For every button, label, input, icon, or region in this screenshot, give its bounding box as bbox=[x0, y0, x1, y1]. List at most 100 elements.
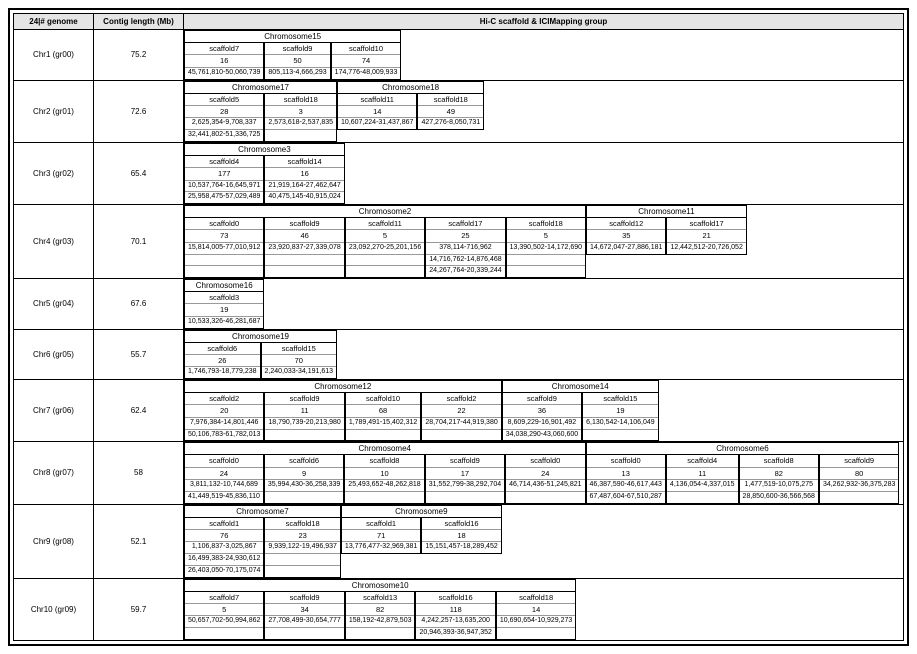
scaffold-value: 10 bbox=[345, 468, 423, 480]
scaffold-name: scaffold9 bbox=[820, 455, 898, 467]
scaffold-range: 25,958,475-57,029,489 bbox=[185, 192, 263, 203]
table-row: Chr1 (gr00)75.2Chromosome15scaffold71645… bbox=[14, 30, 904, 81]
group-cell: Chromosome4scaffold0243,811,132-10,744,6… bbox=[184, 442, 904, 504]
scaffold-range: 23,092,270-25,201,156 bbox=[346, 243, 424, 255]
table-row: Chr6 (gr05)55.7Chromosome19scaffold6261,… bbox=[14, 329, 904, 380]
scaffold-cell: scaffold1761,106,837-3,025,86716,499,383… bbox=[184, 517, 264, 578]
scaffold-value: 49 bbox=[418, 106, 483, 118]
scaffold-cell: scaffold01346,387,590-46,617,44367,487,6… bbox=[586, 454, 666, 503]
scaffold-value: 19 bbox=[583, 405, 658, 417]
scaffold-value: 24 bbox=[506, 468, 584, 480]
scaffold-range bbox=[426, 492, 504, 503]
group-cell: Chromosome2scaffold07315,814,005-77,010,… bbox=[184, 205, 904, 279]
chromosome-row: Chromosome2scaffold07315,814,005-77,010,… bbox=[184, 205, 903, 278]
scaffold-range: 28,850,600-36,566,568 bbox=[740, 492, 818, 503]
scaffold-range: 2,625,354-9,708,337 bbox=[185, 118, 263, 130]
chromosome-row: Chromosome12scaffold2207,976,384-14,801,… bbox=[184, 380, 903, 441]
scaffold-cell: scaffold950805,113-4,666,293 bbox=[264, 42, 330, 80]
scaffold-value: 13 bbox=[587, 468, 665, 480]
table-row: Chr8 (gr07)58Chromosome4scaffold0243,811… bbox=[14, 442, 904, 504]
table-row: Chr3 (gr02)65.4Chromosome3scaffold417710… bbox=[14, 142, 904, 204]
chromosome-block: Chromosome2scaffold07315,814,005-77,010,… bbox=[184, 205, 586, 278]
scaffold-range: 7,976,384-14,801,446 bbox=[185, 418, 263, 430]
chromosome-row: Chromosome3scaffold417710,537,764-16,645… bbox=[184, 143, 903, 204]
chromosome-title: Chromosome12 bbox=[184, 380, 502, 392]
scaffold-row: scaffold5282,625,354-9,708,33732,441,802… bbox=[184, 93, 337, 142]
scaffold-range bbox=[185, 255, 263, 267]
scaffold-name: scaffold17 bbox=[667, 218, 745, 230]
scaffold-cell: scaffold17113,776,477-32,969,381 bbox=[341, 517, 421, 555]
scaffold-range bbox=[265, 554, 340, 566]
chromosome-row: Chromosome19scaffold6261,746,793-18,779,… bbox=[184, 330, 903, 380]
scaffold-range: 3,811,132-10,744,689 bbox=[185, 480, 263, 492]
chromosome-label: Chr2 (gr01) bbox=[14, 80, 94, 142]
scaffold-name: scaffold7 bbox=[185, 592, 263, 604]
contig-length: 70.1 bbox=[94, 205, 184, 279]
scaffold-range: 1,106,837-3,025,867 bbox=[185, 542, 263, 554]
scaffold-row: scaffold6261,746,793-18,779,238scaffold1… bbox=[184, 342, 337, 380]
scaffold-range bbox=[346, 628, 415, 639]
scaffold-name: scaffold0 bbox=[587, 455, 665, 467]
chromosome-title: Chromosome16 bbox=[184, 279, 264, 291]
chromosome-title: Chromosome4 bbox=[184, 442, 586, 454]
scaffold-name: scaffold9 bbox=[265, 393, 343, 405]
scaffold-range: 427,276-8,050,731 bbox=[418, 118, 483, 129]
scaffold-cell: scaffold141621,919,164-27,462,64740,475,… bbox=[264, 155, 344, 204]
chromosome-label: Chr6 (gr05) bbox=[14, 329, 94, 380]
scaffold-name: scaffold7 bbox=[185, 43, 263, 55]
scaffold-name: scaffold0 bbox=[506, 455, 584, 467]
scaffold-cell: scaffold31910,533,326-46,281,687 bbox=[184, 291, 264, 329]
scaffold-range: 35,994,430-36,258,339 bbox=[265, 480, 343, 492]
group-cell: Chromosome19scaffold6261,746,793-18,779,… bbox=[184, 329, 904, 380]
scaffold-value: 46 bbox=[265, 230, 343, 242]
scaffold-range: 9,939,122-19,496,937 bbox=[265, 542, 340, 554]
scaffold-cell: scaffold91731,552,799-38,292,704 bbox=[425, 454, 505, 503]
scaffold-row: scaffold7550,657,702-50,994,862 scaffold… bbox=[184, 591, 576, 640]
scaffold-range: 40,475,145-40,915,024 bbox=[265, 192, 343, 203]
scaffold-name: scaffold13 bbox=[346, 592, 415, 604]
scaffold-cell: scaffold7550,657,702-50,994,862 bbox=[184, 591, 264, 640]
scaffold-range: 174,776-48,009,933 bbox=[332, 68, 401, 79]
scaffold-cell: scaffold0243,811,132-10,744,68941,449,51… bbox=[184, 454, 264, 503]
scaffold-cell: scaffold81025,493,652-48,262,818 bbox=[344, 454, 424, 503]
scaffold-range: 2,573,618-2,537,835 bbox=[265, 118, 336, 130]
scaffold-range: 158,192-42,879,503 bbox=[346, 616, 415, 628]
scaffold-name: scaffold0 bbox=[185, 218, 263, 230]
scaffold-range bbox=[265, 566, 340, 577]
contig-length: 65.4 bbox=[94, 142, 184, 204]
chromosome-label: Chr1 (gr00) bbox=[14, 30, 94, 81]
contig-length: 67.6 bbox=[94, 279, 184, 330]
scaffold-value: 18 bbox=[422, 530, 500, 542]
scaffold-value: 5 bbox=[185, 604, 263, 616]
scaffold-cell: scaffold1849427,276-8,050,731 bbox=[417, 93, 484, 131]
scaffold-name: scaffold12 bbox=[587, 218, 665, 230]
scaffold-range bbox=[820, 492, 898, 503]
scaffold-cell: scaffold417710,537,764-16,645,97125,958,… bbox=[184, 155, 264, 204]
scaffold-value: 19 bbox=[185, 304, 263, 316]
contig-length: 59.7 bbox=[94, 578, 184, 640]
chromosome-block: Chromosome6scaffold01346,387,590-46,617,… bbox=[586, 442, 900, 503]
contig-length: 52.1 bbox=[94, 504, 184, 578]
scaffold-name: scaffold8 bbox=[345, 455, 423, 467]
scaffold-range: 12,442,512-20,726,052 bbox=[667, 243, 745, 254]
chromosome-title: Chromosome7 bbox=[184, 505, 341, 517]
chromosome-title: Chromosome11 bbox=[586, 205, 747, 217]
scaffold-cell: scaffold6261,746,793-18,779,238 bbox=[184, 342, 261, 380]
scaffold-range: 10,533,326-46,281,687 bbox=[185, 317, 263, 328]
scaffold-cell: scaffold07315,814,005-77,010,912 bbox=[184, 217, 264, 278]
chromosome-block: Chromosome16scaffold31910,533,326-46,281… bbox=[184, 279, 264, 329]
scaffold-cell: scaffold22228,704,217-44,919,380 bbox=[421, 392, 501, 441]
scaffold-range: 378,114-716,962 bbox=[426, 243, 504, 255]
scaffold-cell: scaffold6935,994,430-36,258,339 bbox=[264, 454, 344, 503]
scaffold-range bbox=[265, 255, 343, 267]
scaffold-range: 13,776,477-32,969,381 bbox=[342, 542, 420, 553]
scaffold-cell: scaffold10681,789,491-15,402,312 bbox=[345, 392, 422, 441]
chromosome-block: Chromosome18scaffold111410,607,224-31,43… bbox=[337, 81, 484, 142]
chromosome-block: Chromosome15scaffold71645,761,810-50,060… bbox=[184, 30, 401, 80]
scaffold-range: 50,657,702-50,994,862 bbox=[185, 616, 263, 628]
scaffold-range: 2,240,033-34,191,613 bbox=[262, 367, 337, 378]
chromosome-row: Chromosome4scaffold0243,811,132-10,744,6… bbox=[184, 442, 903, 503]
contig-length: 55.7 bbox=[94, 329, 184, 380]
scaffold-name: scaffold6 bbox=[185, 343, 260, 355]
scaffold-cell: scaffold93427,708,499-30,654,777 bbox=[264, 591, 344, 640]
